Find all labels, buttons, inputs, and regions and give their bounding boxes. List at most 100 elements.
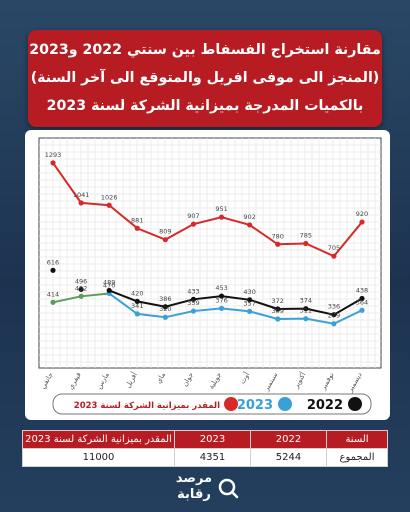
data-point-budget (359, 219, 365, 225)
data-point-s2022 (50, 267, 56, 273)
data-point-s2023 (134, 311, 140, 317)
data-point-s2023 (190, 308, 197, 314)
data-label-s2022: 438 (356, 287, 368, 295)
data-label-s2023: 414 (47, 290, 59, 298)
data-label-budget: 785 (300, 231, 312, 239)
totals-table: السنة 2022 2023 المقدر بميزانية الشركة ل… (22, 430, 388, 467)
x-tick-label: مارس (95, 371, 111, 391)
data-point-s2023 (247, 308, 253, 314)
magnifier-icon (218, 478, 239, 499)
series-line-2022 (108, 289, 363, 316)
table-cell: 5244 (250, 448, 327, 467)
legend-2023-marker (278, 397, 292, 411)
data-point-s2023 (275, 316, 281, 322)
data-point-budget (331, 253, 337, 259)
data-label-budget: 902 (243, 213, 255, 221)
x-tick-label: فيفري (67, 371, 83, 391)
data-label-s2022: 616 (47, 258, 59, 266)
data-point-s2023 (78, 293, 84, 299)
title-line-3: بالكميات المدرجة بميزانية الشركة لسنة 20… (46, 98, 364, 114)
logo-line-2: رقابة (177, 487, 211, 502)
data-label-budget: 1026 (101, 193, 118, 201)
series-points (50, 160, 365, 327)
data-point-budget (78, 200, 84, 206)
data-label-budget: 907 (187, 212, 199, 220)
table-header-cell: المقدر بميزانية الشركة لسنة 2023 (22, 430, 175, 449)
data-point-s2023 (331, 321, 337, 327)
legend-budget-label: المقدر بميزانية الشركة لسنة 2023 (74, 401, 220, 411)
data-label-s2022: 372 (272, 297, 284, 305)
logo-line-1: مرصد (175, 471, 213, 486)
data-label-budget: 951 (215, 205, 227, 213)
title-box: مقارنة استخراج الفسفاط بين سنتي 2022 و20… (28, 30, 382, 127)
table-header-cell: 2023 (174, 430, 251, 449)
data-label-budget: 809 (159, 228, 171, 236)
grid (39, 138, 381, 368)
data-label-s2023: 364 (356, 298, 368, 306)
data-point-s2022 (275, 306, 281, 312)
data-point-budget (106, 202, 112, 208)
data-label-s2022: 374 (300, 297, 312, 305)
logo: مرصد رقابة (172, 471, 242, 509)
data-point-s2022 (190, 296, 197, 302)
x-tick-label: أوت (238, 370, 252, 385)
table-cell: 11000 (22, 448, 175, 467)
data-label-s2023: 452 (75, 284, 87, 292)
data-label-s2022: 433 (187, 287, 199, 295)
chart-card: 1293 1041 1026 881 809 907 951 902 780 785 705 920 4… (25, 130, 390, 420)
table-header-cell: 2022 (250, 430, 327, 449)
legend-2022-label: 2022 (307, 398, 343, 413)
data-point-s2023 (162, 314, 168, 320)
x-tick-label: أفريل (123, 370, 139, 389)
title-line-2: (المنجز الى موفى افريل والمتوقع الى آخر … (30, 70, 380, 86)
line-chart: 1293 1041 1026 881 809 907 951 902 780 785 705 920 4… (38, 137, 382, 415)
data-label-s2023: 359 (187, 299, 199, 307)
data-label-budget: 1041 (73, 191, 90, 199)
data-point-s2022 (247, 297, 253, 303)
x-tick-label: ماي (154, 371, 167, 385)
data-label-budget: 705 (328, 244, 340, 252)
table-cell: 4351 (174, 448, 251, 467)
data-label-s2022: 453 (215, 284, 227, 292)
table-header-row: السنة 2022 2023 المقدر بميزانية الشركة ل… (22, 430, 388, 449)
x-tick-label: جوان (181, 371, 195, 388)
legend-2023-label: 2023 (237, 398, 273, 413)
data-point-budget (134, 225, 140, 231)
series-line-2023 (108, 292, 363, 325)
table-header-cell: السنة (326, 430, 388, 449)
data-label-s2023: 279 (328, 312, 340, 320)
data-point-budget (303, 240, 309, 247)
x-tick-label: ديسمبر (346, 371, 364, 394)
series-lines (52, 162, 363, 325)
table-cell: المجموع (326, 448, 388, 467)
data-label-s2022: 496 (75, 277, 87, 285)
data-point-budget (247, 222, 253, 228)
data-point-s2022 (218, 293, 225, 299)
legend-budget-marker (224, 397, 238, 411)
data-label-s2023: 357 (243, 299, 255, 307)
data-point-budget (50, 160, 56, 166)
legend-2022-marker (348, 397, 362, 411)
data-point-budget (275, 241, 281, 247)
x-tick-label: جانفي (39, 371, 55, 390)
data-label-s2023: 320 (159, 305, 171, 313)
data-label-s2023: 376 (215, 296, 227, 304)
data-label-s2023: 341 (131, 302, 143, 310)
data-point-s2022 (106, 287, 112, 294)
data-point-s2022 (331, 312, 337, 318)
data-label-budget: 920 (356, 210, 368, 218)
data-label-s2022: 489 (103, 278, 115, 286)
data-label-s2023: 309 (272, 307, 284, 315)
data-point-s2022 (303, 306, 309, 312)
data-point-s2022 (134, 298, 140, 304)
data-point-s2023 (359, 307, 365, 313)
plot-area (38, 137, 382, 369)
data-point-s2023 (50, 299, 56, 305)
legend-box (52, 393, 372, 415)
data-point-s2023 (303, 316, 309, 322)
data-label-budget: 881 (131, 216, 143, 224)
data-label-s2023: 470 (103, 281, 115, 289)
data-point-s2023 (218, 305, 225, 311)
legend: 2022 2023 المقدر بميزانية الشركة لسنة 20… (52, 393, 372, 415)
data-label-s2022: 430 (243, 288, 255, 296)
